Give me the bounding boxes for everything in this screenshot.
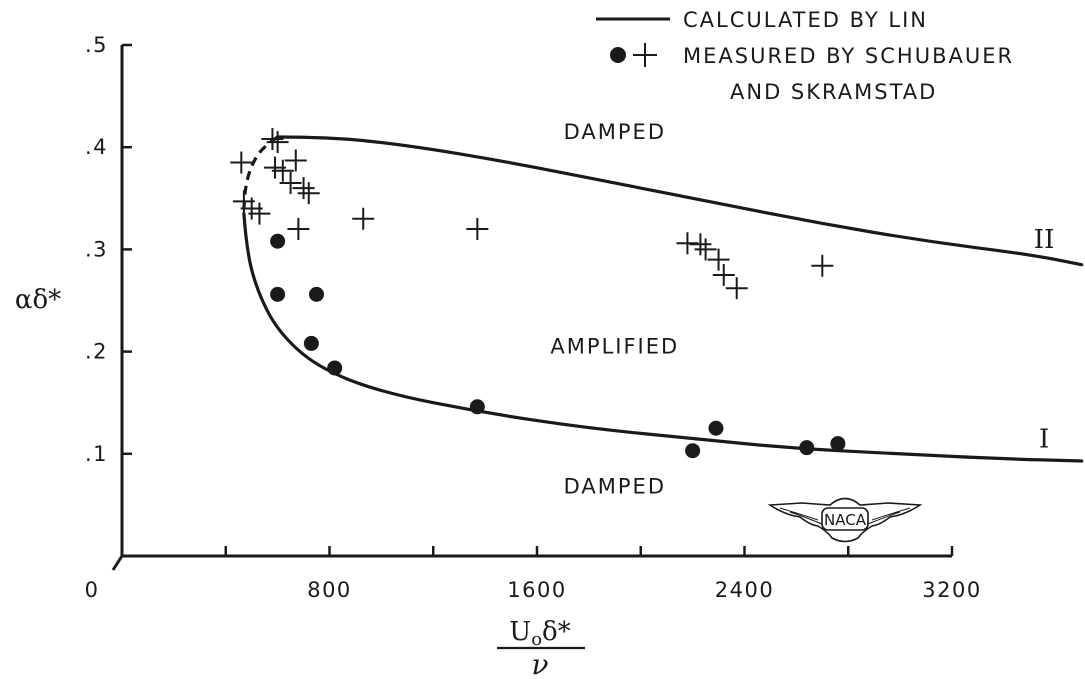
- cross-point: [707, 248, 730, 271]
- logo-text: NACA: [824, 511, 867, 529]
- x-tick-label: 0: [85, 578, 100, 602]
- dot-point: [303, 335, 319, 351]
- cross-point: [466, 217, 489, 240]
- lower-branch-curve: [242, 212, 1084, 463]
- cross-point: [676, 232, 699, 255]
- cross-point: [248, 202, 271, 225]
- y-tick-label: .1: [85, 442, 108, 466]
- region-label: DAMPED: [564, 475, 666, 499]
- region-label: AMPLIFIED: [550, 334, 679, 358]
- cross-point: [271, 159, 294, 182]
- dashed-nose-curve: [242, 135, 279, 209]
- cross-point: [284, 149, 307, 172]
- dot-point: [270, 286, 286, 302]
- legend-line-label: CALCULATED BY LIN: [683, 8, 928, 32]
- x-axis-title-denominator: ν: [531, 648, 548, 679]
- logo-wings: [767, 497, 923, 543]
- dot-point: [830, 436, 846, 452]
- dot-point: [270, 233, 286, 249]
- y-tick-label: .5: [85, 33, 108, 57]
- region-label: DAMPED: [564, 120, 666, 144]
- branch-label: II: [1034, 225, 1055, 255]
- cross-point: [297, 182, 320, 205]
- x-axis-title-numerator: Uoδ*: [509, 617, 570, 650]
- y-axis-title: αδ*: [15, 285, 61, 315]
- legend: CALCULATED BY LIN MEASURED BY SCHUBAUER AN…: [596, 8, 1014, 104]
- x-tick-label: 800: [307, 578, 352, 602]
- cross-point: [292, 177, 315, 200]
- axes: [111, 45, 952, 571]
- naca-logo: NACA: [767, 497, 923, 543]
- dot-point: [799, 440, 815, 456]
- dot-point: [708, 420, 724, 436]
- legend-marker-label-2: AND SKRAMSTAD: [730, 80, 937, 104]
- y-tick-label: .2: [85, 340, 108, 364]
- dot-point: [469, 399, 485, 415]
- cross-point: [352, 207, 375, 230]
- logo-feathers: [779, 507, 911, 525]
- x-tick-label: 2400: [715, 578, 774, 602]
- y-tick-label: .4: [85, 135, 108, 159]
- cross-point: [266, 131, 289, 154]
- cross-point: [689, 233, 712, 256]
- logo-badge: [821, 507, 869, 531]
- dot-point: [309, 286, 325, 302]
- cross-point: [725, 277, 748, 300]
- cross-point: [712, 263, 735, 286]
- cross-point: [279, 171, 302, 194]
- legend-marker-label-1: MEASURED BY SCHUBAUER: [683, 44, 1014, 68]
- cross-point: [694, 238, 717, 261]
- x-tick-label: 1600: [507, 578, 566, 602]
- cross-point: [811, 254, 834, 277]
- calculated-curves: [242, 135, 1084, 463]
- y-tick-label: .3: [85, 237, 108, 261]
- cross-point: [287, 217, 310, 240]
- branch-label: I: [1039, 424, 1049, 454]
- dot-point: [685, 443, 701, 459]
- legend-dot-swatch: [610, 47, 626, 63]
- ticks: .1 .2 .3 .4 .5 0 800 1600 2400 3200: [85, 33, 981, 602]
- measured-markers: [230, 128, 846, 459]
- cross-point: [261, 128, 284, 151]
- x-tick-label: 3200: [922, 578, 981, 602]
- cross-point: [230, 151, 253, 174]
- dot-point: [327, 360, 343, 376]
- upper-branch-curve: [276, 135, 1084, 267]
- axis-corner-stub: [111, 555, 124, 571]
